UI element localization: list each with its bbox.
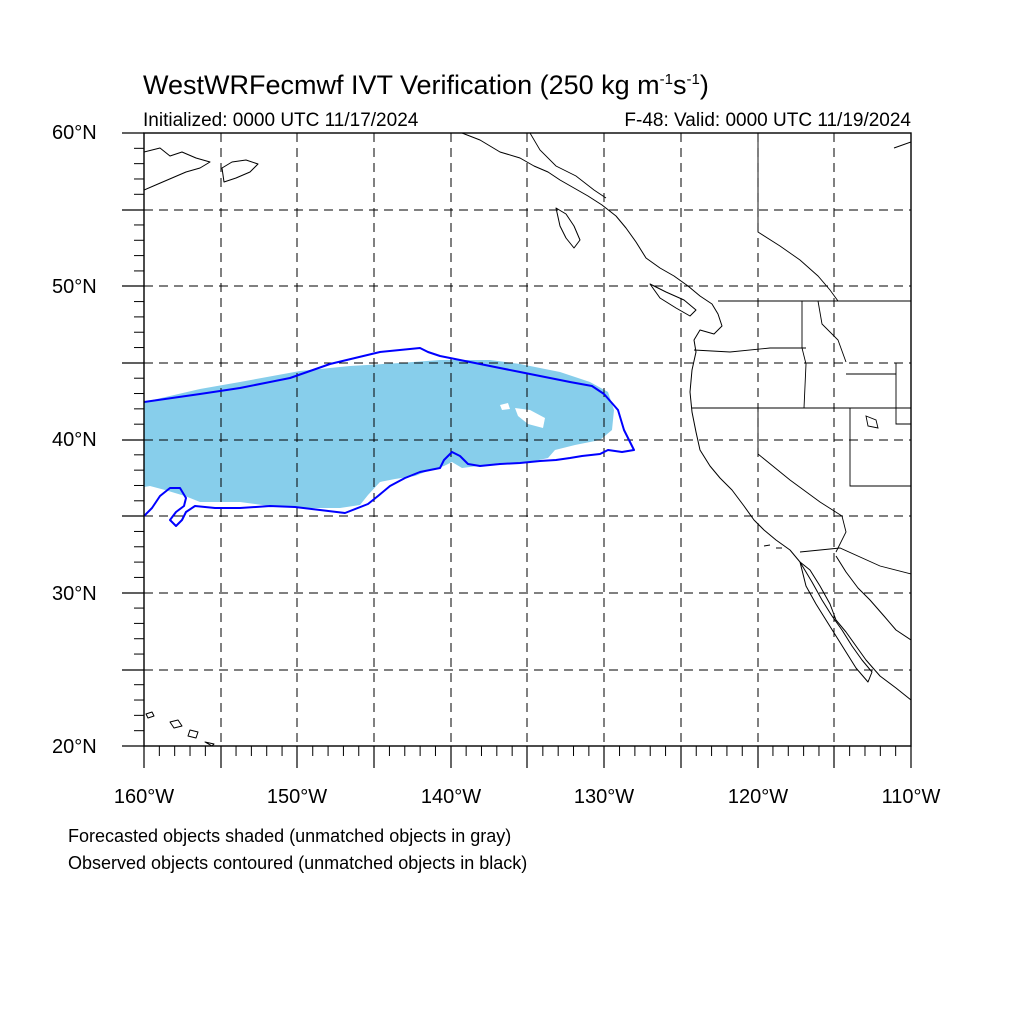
lat-label-30: 30°N [52, 583, 97, 605]
us-mexico-border [799, 547, 911, 575]
axis-ticks [122, 132, 912, 768]
hawaii-1 [145, 711, 155, 719]
lat-label-20: 20°N [52, 736, 97, 758]
idaho-west-border [801, 301, 807, 409]
minor-ticks [134, 147, 897, 756]
lon-label-150w: 150°W [266, 786, 328, 808]
valid-time: F-48: Valid: 0000 UTC 11/19/2024 [624, 110, 911, 131]
alaska-coast [144, 147, 211, 191]
vancouver-island [649, 283, 697, 317]
lon-label-130w: 130°W [573, 786, 635, 808]
lat-label-60: 60°N [52, 122, 97, 144]
california-nevada-border [757, 408, 847, 553]
observed-note: Observed objects contoured (unmatched ob… [68, 853, 528, 873]
forecast-ivt-hole [515, 408, 545, 428]
graticule [144, 133, 911, 746]
forecast-ivt-object [144, 360, 614, 508]
lon-label-160w: 160°W [113, 786, 175, 808]
utah-border [849, 408, 911, 487]
hawaii-3 [187, 729, 199, 739]
great-salt-lake [865, 415, 879, 429]
political-borders [529, 133, 911, 575]
map-title: WestWRFecmwf IVT Verification (250 kg m-… [143, 70, 709, 100]
lon-label-120w: 120°W [727, 786, 789, 808]
coastlines [144, 133, 911, 746]
lat-label-50: 50°N [52, 276, 97, 298]
channel-islands [763, 544, 782, 549]
idaho-east-border [817, 300, 847, 363]
observed-ivt-contour [144, 347, 635, 527]
hawaii-2 [169, 719, 183, 729]
washington-oregon-border [693, 347, 806, 353]
wyoming-east [895, 363, 911, 425]
forecast-ivt-hole-small [500, 403, 510, 410]
gulf-california-coast [835, 555, 911, 641]
alaska-islands [221, 159, 259, 183]
hawaii-4 [204, 741, 215, 746]
gulf-alaska-coast [461, 133, 911, 701]
baja-california [799, 561, 873, 683]
bc-alberta-border [757, 133, 839, 302]
forecast-note: Forecasted objects shaded (unmatched obj… [68, 826, 512, 846]
bc-islands [555, 207, 581, 249]
lon-label-140w: 140°W [420, 786, 482, 808]
ne-corner-coast [893, 141, 911, 149]
initialized-time: Initialized: 0000 UTC 11/17/2024 [143, 110, 419, 131]
lon-label-110w: 110°W [881, 786, 941, 808]
lat-label-40: 40°N [52, 429, 97, 451]
alaska-canada-border [529, 133, 607, 199]
